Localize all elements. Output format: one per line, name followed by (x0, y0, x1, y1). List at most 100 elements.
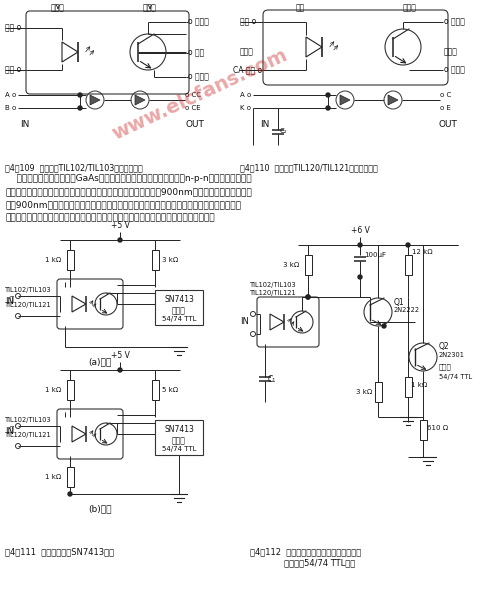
Circle shape (326, 106, 330, 110)
Text: 阳极: 阳极 (295, 3, 305, 12)
Text: (a)同相: (a)同相 (88, 357, 112, 366)
Polygon shape (135, 95, 145, 105)
Text: IN: IN (5, 298, 14, 307)
Text: 用于驱动54/74 TTL电路: 用于驱动54/74 TTL电路 (250, 558, 355, 567)
Text: 输入级: 输入级 (51, 3, 65, 12)
Text: 2N2301: 2N2301 (439, 352, 465, 358)
Text: +5 V: +5 V (111, 351, 129, 360)
Text: 输出级: 输出级 (143, 3, 157, 12)
Text: 阳极 o: 阳极 o (240, 17, 256, 26)
Text: TIL120/TIL121: TIL120/TIL121 (5, 432, 51, 438)
Text: A o: A o (240, 92, 251, 98)
Text: 54/74 TTL: 54/74 TTL (162, 446, 196, 452)
Bar (405, 255, 412, 275)
Text: +5 V: +5 V (111, 221, 129, 230)
Text: Q2: Q2 (439, 343, 450, 352)
Text: o 发射极: o 发射极 (188, 72, 209, 81)
Polygon shape (340, 95, 350, 105)
Bar (155, 420, 203, 455)
Bar (67, 250, 74, 270)
Text: o 集电极: o 集电极 (188, 17, 209, 26)
Text: TIL120/TIL121: TIL120/TIL121 (5, 302, 51, 308)
Text: 5 kΩ: 5 kΩ (162, 387, 178, 393)
Circle shape (326, 93, 330, 97)
Text: (b)反相: (b)反相 (88, 504, 112, 513)
Text: o E: o E (440, 105, 451, 111)
Bar (419, 420, 426, 440)
Text: C₁: C₁ (268, 375, 276, 384)
Text: OUT: OUT (438, 120, 457, 129)
Text: 100μF: 100μF (364, 252, 386, 258)
Bar (151, 250, 158, 270)
Text: 54/74 TTL: 54/74 TTL (162, 316, 196, 322)
Text: IN: IN (240, 317, 249, 326)
Circle shape (68, 492, 72, 496)
Text: 阳极 o: 阳极 o (5, 23, 21, 32)
Text: 阴极 o: 阴极 o (5, 65, 21, 74)
Text: 或: 或 (10, 425, 14, 432)
Text: K o: K o (240, 105, 251, 111)
Text: 输出至: 输出至 (172, 306, 186, 315)
Text: 3 kΩ: 3 kΩ (356, 389, 372, 395)
Circle shape (406, 243, 410, 247)
Text: o 基极: o 基极 (188, 49, 204, 58)
Polygon shape (388, 95, 398, 105)
Text: TIL102/TIL103: TIL102/TIL103 (5, 417, 51, 423)
Bar (304, 255, 312, 275)
Bar (151, 380, 158, 400)
Circle shape (358, 243, 362, 247)
Text: A o: A o (5, 92, 16, 98)
Text: 输出至: 输出至 (439, 364, 452, 370)
Bar (67, 467, 74, 487)
Text: 图4－110  光耦合器TIL120/TIL121连接等效电路: 图4－110 光耦合器TIL120/TIL121连接等效电路 (240, 163, 378, 172)
Text: o CC: o CC (185, 92, 201, 98)
Bar (405, 377, 412, 397)
Text: 54/74 TTL: 54/74 TTL (439, 374, 472, 380)
Text: TIL102/TIL103: TIL102/TIL103 (5, 287, 51, 293)
Bar (155, 290, 203, 325)
Circle shape (118, 368, 122, 372)
Text: 例。集电极和基极以及基极和发射极之间的结电容决定输出电流波形的上升和下降时间。: 例。集电极和基极以及基极和发射极之间的结电容决定输出电流波形的上升和下降时间。 (5, 213, 215, 222)
Text: 3 kΩ: 3 kΩ (162, 257, 178, 263)
Circle shape (358, 275, 362, 279)
Text: Q1: Q1 (394, 298, 405, 307)
Text: 图4－112  光耦合器与分立元件施密特触发器: 图4－112 光耦合器与分立元件施密特触发器 (250, 547, 361, 556)
Text: o CE: o CE (185, 105, 200, 111)
Circle shape (118, 238, 122, 242)
Text: 1 kΩ: 1 kΩ (411, 382, 427, 388)
Polygon shape (90, 95, 100, 105)
Text: 2N2222: 2N2222 (394, 307, 420, 313)
Text: 输入级: 输入级 (240, 47, 254, 56)
Text: TIL102/TIL103: TIL102/TIL103 (250, 282, 296, 288)
Text: 级。二极管和传感器之间是一个红外透光玻璃，二极管发射波长约900nm。传感器光晶体管响应波: 级。二极管和传感器之间是一个红外透光玻璃，二极管发射波长约900nm。传感器光晶… (5, 187, 252, 196)
Text: +6 V: +6 V (350, 226, 369, 235)
Bar (67, 380, 74, 400)
Circle shape (306, 295, 310, 299)
Text: 1 kΩ: 1 kΩ (45, 257, 61, 263)
Text: SN7413: SN7413 (164, 295, 194, 304)
Text: 长约900nm。在光晶体三极管集电极和基极之间由入射光产生的基极电流与二极管发射光成比: 长约900nm。在光晶体三极管集电极和基极之间由入射光产生的基极电流与二极管发射… (5, 200, 241, 209)
Text: 或: 或 (10, 295, 14, 302)
Text: IN: IN (20, 120, 29, 129)
Text: 输出至: 输出至 (172, 436, 186, 445)
Circle shape (306, 295, 310, 299)
Text: 图4－109  光耦合器TIL102/TIL103连接等效电路: 图4－109 光耦合器TIL102/TIL103连接等效电路 (5, 163, 143, 172)
Text: OUT: OUT (185, 120, 204, 129)
Text: 集电极: 集电极 (403, 3, 417, 12)
Text: B o: B o (5, 105, 16, 111)
Text: IN: IN (260, 120, 270, 129)
Text: o 发射极: o 发射极 (444, 65, 465, 74)
Circle shape (78, 106, 82, 110)
Text: o C: o C (440, 92, 451, 98)
Text: 图4－111  光耦合器驱动SN7413电路: 图4－111 光耦合器驱动SN7413电路 (5, 547, 114, 556)
Text: 3 kΩ: 3 kΩ (283, 262, 299, 268)
Text: 1 kΩ: 1 kΩ (45, 474, 61, 480)
Circle shape (78, 93, 82, 97)
Text: 12 kΩ: 12 kΩ (412, 249, 433, 255)
Text: CA 阴极 o: CA 阴极 o (233, 65, 262, 74)
Text: 610 Ω: 610 Ω (427, 425, 448, 431)
Bar (374, 382, 382, 402)
Text: SN7413: SN7413 (164, 425, 194, 434)
Text: www.elcfans.com: www.elcfans.com (109, 46, 291, 144)
Text: C₂: C₂ (280, 128, 288, 134)
